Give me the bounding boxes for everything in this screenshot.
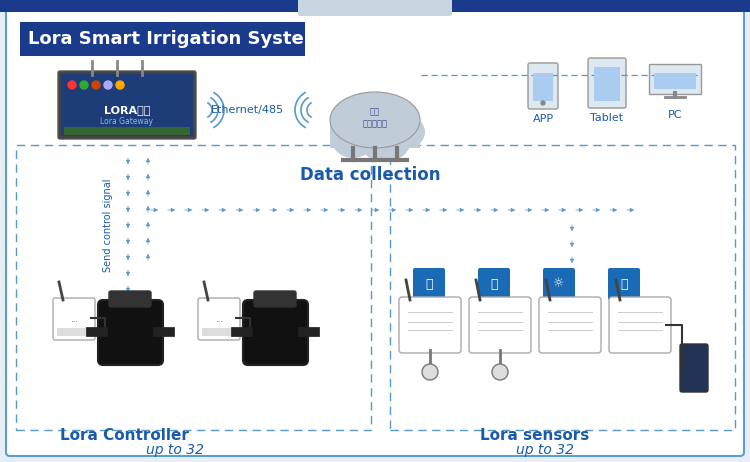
FancyBboxPatch shape <box>109 291 151 307</box>
Text: Lora sensors: Lora sensors <box>480 427 590 443</box>
FancyBboxPatch shape <box>654 73 696 89</box>
FancyBboxPatch shape <box>57 328 91 336</box>
FancyBboxPatch shape <box>588 58 626 108</box>
Text: ► NFC ◄: ► NFC ◄ <box>112 129 142 135</box>
FancyBboxPatch shape <box>202 328 236 336</box>
Text: Lora Gateway: Lora Gateway <box>100 117 154 127</box>
FancyBboxPatch shape <box>298 0 452 16</box>
Circle shape <box>492 364 508 380</box>
FancyBboxPatch shape <box>64 127 190 135</box>
FancyBboxPatch shape <box>413 268 445 300</box>
Circle shape <box>104 81 112 89</box>
Circle shape <box>541 101 545 105</box>
Text: APP: APP <box>532 114 554 124</box>
Text: 农业: 农业 <box>370 108 380 116</box>
FancyBboxPatch shape <box>543 268 575 300</box>
Ellipse shape <box>330 92 420 148</box>
Text: 🌡: 🌡 <box>425 278 433 291</box>
FancyBboxPatch shape <box>330 118 420 148</box>
FancyBboxPatch shape <box>609 297 671 353</box>
Text: ☼: ☼ <box>554 278 565 291</box>
Text: LORA网关: LORA网关 <box>104 105 150 115</box>
FancyBboxPatch shape <box>469 297 531 353</box>
Text: Ethernet/485: Ethernet/485 <box>211 105 284 115</box>
Circle shape <box>80 81 88 89</box>
Text: up to 32: up to 32 <box>516 443 574 457</box>
Ellipse shape <box>389 116 425 148</box>
FancyBboxPatch shape <box>399 297 461 353</box>
Text: ...: ... <box>70 315 78 323</box>
Ellipse shape <box>359 118 411 162</box>
FancyBboxPatch shape <box>539 297 601 353</box>
FancyBboxPatch shape <box>198 298 240 340</box>
Text: ...: ... <box>215 315 223 323</box>
FancyBboxPatch shape <box>61 74 193 136</box>
Circle shape <box>422 364 438 380</box>
Text: PC: PC <box>668 110 682 120</box>
FancyBboxPatch shape <box>680 344 708 392</box>
Text: Send control signal: Send control signal <box>103 178 113 272</box>
FancyBboxPatch shape <box>0 0 750 12</box>
FancyBboxPatch shape <box>649 64 701 94</box>
Text: 🌿: 🌿 <box>620 278 628 291</box>
FancyBboxPatch shape <box>594 67 620 101</box>
FancyBboxPatch shape <box>254 291 296 307</box>
FancyBboxPatch shape <box>20 22 305 56</box>
Circle shape <box>116 81 124 89</box>
FancyBboxPatch shape <box>53 298 95 340</box>
FancyBboxPatch shape <box>243 300 308 365</box>
Text: 云服务平台: 云服务平台 <box>362 120 388 128</box>
Text: Tablet: Tablet <box>590 113 623 123</box>
FancyBboxPatch shape <box>533 73 553 101</box>
Circle shape <box>68 81 76 89</box>
FancyBboxPatch shape <box>6 8 744 456</box>
FancyBboxPatch shape <box>478 268 510 300</box>
Text: 🌡: 🌡 <box>490 278 498 291</box>
Text: Data collection: Data collection <box>300 166 440 184</box>
FancyBboxPatch shape <box>608 268 640 300</box>
Circle shape <box>92 81 100 89</box>
Ellipse shape <box>331 118 375 158</box>
FancyBboxPatch shape <box>98 300 163 365</box>
Text: Lora Controller: Lora Controller <box>60 427 189 443</box>
Text: Lora Smart Irrigation System: Lora Smart Irrigation System <box>28 30 322 48</box>
FancyBboxPatch shape <box>58 71 196 139</box>
Text: up to 32: up to 32 <box>146 443 204 457</box>
FancyBboxPatch shape <box>528 63 558 109</box>
